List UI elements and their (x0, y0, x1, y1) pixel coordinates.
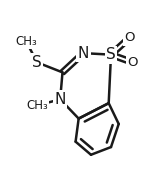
Text: O: O (124, 31, 135, 44)
Text: O: O (127, 56, 138, 69)
Text: S: S (32, 55, 42, 70)
Text: CH₃: CH₃ (15, 35, 37, 48)
Text: N: N (55, 92, 66, 107)
Text: N: N (78, 46, 89, 61)
Text: CH₃: CH₃ (26, 99, 48, 112)
Text: S: S (106, 47, 116, 62)
